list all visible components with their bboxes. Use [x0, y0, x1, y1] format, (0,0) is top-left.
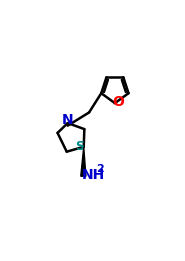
Text: NH: NH — [82, 168, 105, 182]
Text: 2: 2 — [96, 164, 104, 174]
Polygon shape — [81, 147, 86, 176]
Text: S: S — [75, 140, 84, 153]
Text: N: N — [62, 113, 73, 127]
Text: O: O — [112, 96, 124, 109]
